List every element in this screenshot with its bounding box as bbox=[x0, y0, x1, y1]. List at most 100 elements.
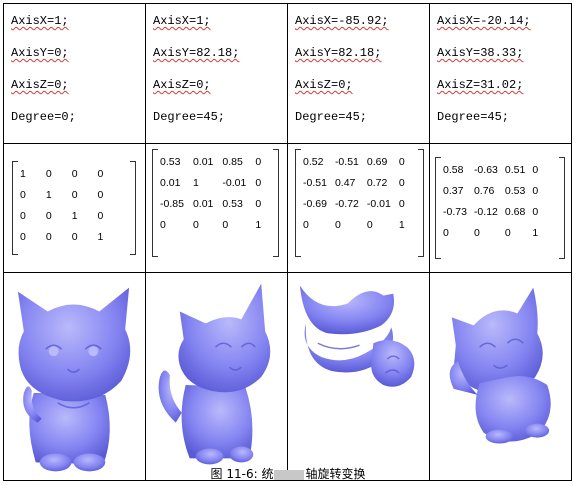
param-axis-z: AxisZ=0; bbox=[295, 79, 429, 91]
param-axis-z: AxisZ=31.02; bbox=[437, 79, 571, 91]
matrix-value: 1 bbox=[192, 177, 199, 189]
render-cell-1 bbox=[3, 272, 146, 481]
matrix-value: -0.51 bbox=[303, 177, 327, 189]
matrix-value: 0.68 bbox=[504, 206, 526, 218]
matrix-value: 1 bbox=[398, 219, 405, 231]
matrix-cell-2: 0.53 0.01 0.85 0 0.01 1 -0.01 0 -0.85 0.01 0.53 0… bbox=[145, 143, 288, 273]
matrix-value: -0.63 bbox=[473, 164, 498, 176]
matrix-value: -0.01 bbox=[222, 177, 247, 189]
right-bracket bbox=[559, 157, 565, 259]
matrix-value: 0.72 bbox=[366, 177, 388, 189]
matrix-value: 1 bbox=[20, 168, 26, 180]
matrix-value: 0 bbox=[398, 177, 405, 189]
matrix-value: 1 bbox=[45, 189, 52, 201]
param-text: AxisX=1; bbox=[11, 14, 69, 28]
params-cell-1: AxisX=1; AxisY=0; AxisZ=0; Degree=0; bbox=[3, 3, 146, 144]
matrix-value: 0 bbox=[20, 231, 26, 243]
render-row bbox=[3, 272, 572, 481]
matrix-value: 0 bbox=[532, 206, 539, 218]
param-axis-z: AxisZ=0; bbox=[11, 79, 145, 91]
matrix-value: 0 bbox=[71, 189, 78, 201]
matrix-value: 0 bbox=[45, 210, 52, 222]
matrix-value: -0.01 bbox=[366, 198, 391, 210]
matrix-value: 0.01 bbox=[192, 156, 214, 168]
matrix-value: 0 bbox=[303, 219, 309, 231]
render-cell-4 bbox=[429, 272, 572, 481]
matrix-value: 0 bbox=[366, 219, 373, 231]
matrix-value: 0 bbox=[97, 210, 104, 222]
params-cell-4: AxisX=-20.14; AxisY=38.33; AxisZ=31.02; … bbox=[429, 3, 572, 144]
right-bracket bbox=[130, 161, 136, 255]
rotation-matrix: 0.58 -0.63 0.51 0 0.37 0.76 0.53 0 -0.73 -0.12 0… bbox=[443, 160, 538, 244]
matrix-value: 0 bbox=[532, 185, 539, 197]
parameters-row: AxisX=1; AxisY=0; AxisZ=0; Degree=0; Axi… bbox=[3, 3, 572, 144]
matrix-value: -0.69 bbox=[303, 198, 327, 210]
param-axis-y: AxisY=0; bbox=[11, 47, 145, 59]
param-text: AxisX=-20.14; bbox=[437, 14, 531, 28]
matrix-value: 0 bbox=[97, 168, 104, 180]
matrix-value: 0.53 bbox=[504, 185, 526, 197]
matrix-value: 0 bbox=[97, 189, 104, 201]
param-axis-x: AxisX=-85.92; bbox=[295, 15, 429, 27]
matrix-value: 0 bbox=[71, 231, 78, 243]
matrix-value: -0.85 bbox=[160, 198, 184, 210]
param-text: AxisZ=0; bbox=[295, 78, 353, 92]
matrix-value: 0.58 bbox=[443, 164, 464, 176]
matrix-value: 0 bbox=[20, 210, 26, 222]
params-cell-3: AxisX=-85.92; AxisY=82.18; AxisZ=0; Degr… bbox=[287, 3, 430, 144]
param-text: AxisZ=0; bbox=[11, 78, 69, 92]
matrix-value: 0.85 bbox=[222, 156, 243, 168]
left-bracket bbox=[152, 149, 158, 257]
matrix-value: 0.47 bbox=[334, 177, 356, 189]
right-bracket bbox=[418, 149, 424, 257]
cat-model-rotated-xy-icon bbox=[299, 285, 415, 387]
param-text: Degree=45; bbox=[437, 110, 510, 124]
matrix-value: 0 bbox=[504, 227, 511, 239]
matrix-value: 0 bbox=[45, 168, 52, 180]
matrix-value: 0 bbox=[255, 198, 262, 210]
matrix-value: 0 bbox=[20, 189, 26, 201]
matrix-value: 0 bbox=[443, 227, 449, 239]
render-cell-2 bbox=[145, 272, 288, 481]
matrix-value: 0 bbox=[532, 164, 539, 176]
matrix-value: 1 bbox=[255, 219, 262, 231]
left-bracket bbox=[295, 149, 301, 257]
param-text: AxisY=82.18; bbox=[295, 46, 382, 60]
param-text: AxisX=-85.92; bbox=[295, 14, 389, 28]
matrix-value: -0.73 bbox=[443, 206, 467, 218]
matrix-value: -0.12 bbox=[473, 206, 498, 218]
cat-model-rotated-y-icon bbox=[158, 283, 271, 465]
render-cell-3 bbox=[287, 272, 430, 481]
matrix-value: 0.69 bbox=[366, 156, 388, 168]
matrix-value: 0.51 bbox=[504, 164, 526, 176]
param-text: AxisY=38.33; bbox=[437, 46, 524, 60]
matrix-value: 0.53 bbox=[160, 156, 181, 168]
caption-suffix: 轴旋转变换 bbox=[305, 467, 366, 481]
matrix-value: 1 bbox=[97, 231, 104, 243]
param-text: Degree=45; bbox=[295, 110, 368, 124]
param-text: AxisY=0; bbox=[11, 46, 69, 60]
param-text: Degree=45; bbox=[153, 110, 226, 124]
matrix-value: 0 bbox=[334, 219, 341, 231]
param-axis-y: AxisY=82.18; bbox=[295, 47, 429, 59]
matrix-value: 0 bbox=[255, 177, 262, 189]
matrix-value: 0 bbox=[45, 231, 52, 243]
matrix-value: 0.76 bbox=[473, 185, 495, 197]
param-axis-x: AxisX=1; bbox=[153, 15, 287, 27]
rotation-matrix: 1 0 0 0 0 1 0 0 0 0 1 0 0 0 0 1 bbox=[20, 164, 103, 248]
param-axis-x: AxisX=1; bbox=[11, 15, 145, 27]
matrix-value: 0 bbox=[160, 219, 166, 231]
rotation-matrix: 0.53 0.01 0.85 0 0.01 1 -0.01 0 -0.85 0.01 0.53 0… bbox=[160, 152, 261, 236]
rotation-matrix: 0.52 -0.51 0.69 0 -0.51 0.47 0.72 0 -0.69 -0.72… bbox=[303, 152, 405, 236]
rotation-figure-table: AxisX=1; AxisY=0; AxisZ=0; Degree=0; Axi… bbox=[3, 3, 572, 481]
param-text: AxisZ=0; bbox=[153, 78, 211, 92]
matrix-value: 0 bbox=[398, 156, 405, 168]
matrix-value: 0 bbox=[222, 219, 229, 231]
matrix-value: 0.37 bbox=[443, 185, 464, 197]
param-axis-y: AxisY=38.33; bbox=[437, 47, 571, 59]
matrix-value: -0.72 bbox=[334, 198, 359, 210]
redacted-text bbox=[274, 469, 305, 480]
param-axis-x: AxisX=-20.14; bbox=[437, 15, 571, 27]
figure-caption: 图 11-6: 统 轴旋转变换 bbox=[0, 466, 576, 482]
